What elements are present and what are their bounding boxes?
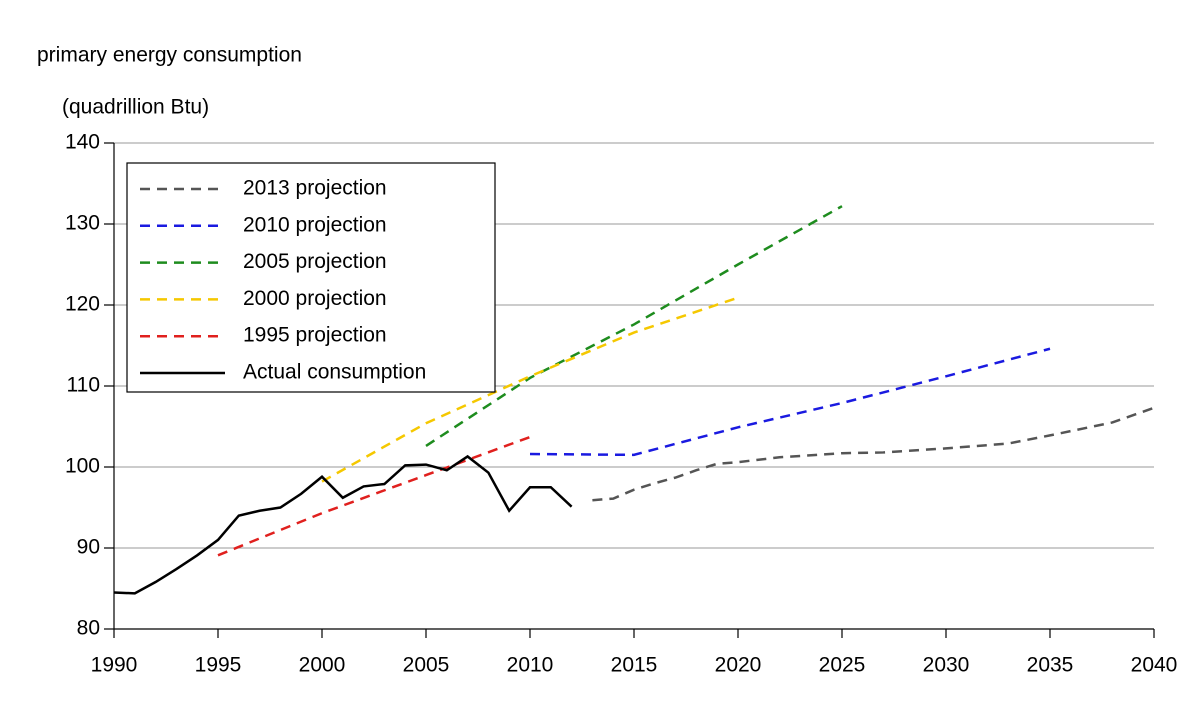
y-tick-label: 110 — [67, 374, 100, 397]
y-axis-unit: (quadrillion Btu) — [62, 96, 209, 119]
legend-label: 2013 projection — [243, 177, 387, 200]
y-axis-label: primary energy consumption — [37, 44, 302, 67]
series-line — [529, 347, 1051, 457]
x-tick-label: 2005 — [403, 654, 450, 677]
legend-label: 2005 projection — [243, 250, 387, 273]
x-tick-label: 2025 — [819, 654, 866, 677]
x-tick-label: 2015 — [611, 654, 658, 677]
x-tick-label: 2010 — [507, 654, 554, 677]
x-tick-label: 1995 — [195, 654, 242, 677]
y-tick-label: 120 — [65, 293, 100, 316]
series-line — [321, 296, 739, 483]
x-tick-label: 1990 — [91, 654, 138, 677]
x-tick-label: 2040 — [1131, 654, 1178, 677]
legend-label: Actual consumption — [243, 361, 426, 384]
y-tick-label: 80 — [77, 617, 100, 640]
series-line — [425, 205, 843, 447]
x-tick-label: 2035 — [1027, 654, 1074, 677]
y-tick-label: 130 — [65, 212, 100, 235]
y-tick-label: 90 — [77, 536, 100, 559]
series-line — [592, 406, 1155, 502]
legend-box — [126, 162, 496, 393]
series-line — [217, 435, 531, 557]
x-tick-label: 2000 — [299, 654, 346, 677]
y-tick-label: 100 — [65, 455, 100, 478]
x-tick-label: 2030 — [923, 654, 970, 677]
x-tick-label: 2020 — [715, 654, 762, 677]
legend-label: 2000 projection — [243, 287, 387, 310]
y-tick-label: 140 — [65, 131, 100, 154]
legend-label: 2010 projection — [243, 213, 387, 236]
series-line — [113, 454, 573, 595]
legend-label: 1995 projection — [243, 324, 387, 347]
